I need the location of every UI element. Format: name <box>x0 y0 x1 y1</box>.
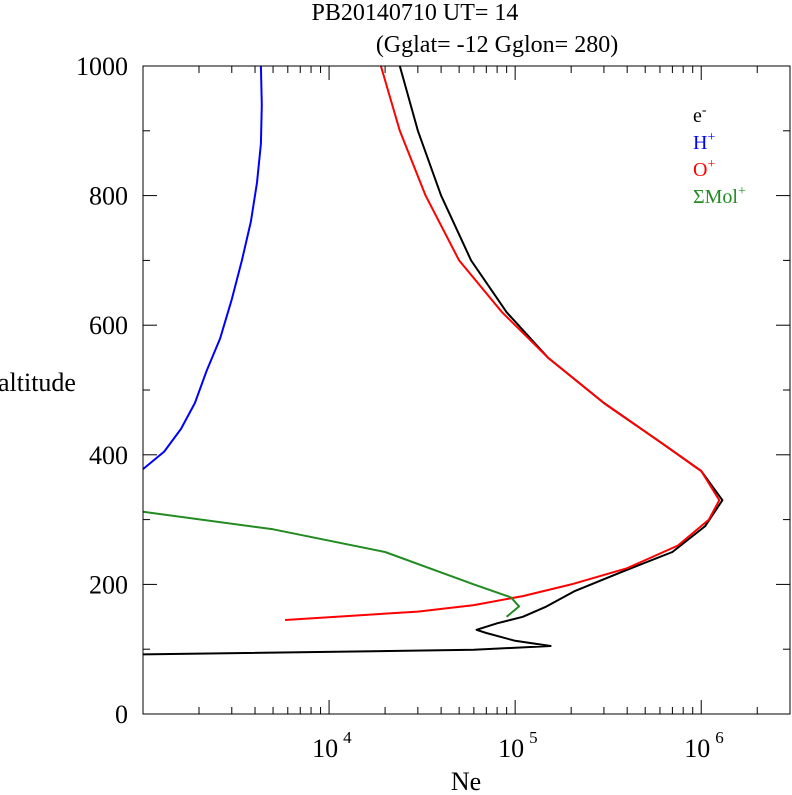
x-tick-exponent: 4 <box>343 728 352 747</box>
series-line <box>142 65 263 470</box>
y-tick-label: 200 <box>89 570 128 599</box>
y-tick-label: 0 <box>115 700 128 729</box>
y-axis-label: altitude <box>0 368 76 397</box>
legend: e- H+ O+ ΣMol+ <box>693 103 746 208</box>
y-tick-label: 600 <box>89 311 128 340</box>
series-lines <box>142 65 724 656</box>
series-line <box>142 65 724 656</box>
x-tick-label: 10 <box>498 734 524 763</box>
series-line <box>285 65 721 621</box>
x-tick-labels: 10 4 10 5 10 6 <box>312 728 724 763</box>
legend-entry: O+ <box>693 157 715 181</box>
legend-entry: e- <box>693 103 707 127</box>
plot-frame <box>142 65 791 715</box>
y-tick-labels: 0 200 400 600 800 1000 <box>76 52 128 729</box>
x-tick-exponent: 6 <box>715 728 724 747</box>
legend-entry: H+ <box>693 130 715 154</box>
y-tick-label: 800 <box>89 182 128 211</box>
x-tick-exponent: 5 <box>529 728 538 747</box>
x-tick-label: 10 <box>312 734 338 763</box>
chart-subtitle: (Gglat= -12 Gglon= 280) <box>376 32 618 58</box>
y-tick-label: 400 <box>89 441 128 470</box>
y-tick-label: 1000 <box>76 52 128 81</box>
chart-title: PB20140710 UT= 14 <box>312 0 519 26</box>
series-line <box>142 510 521 618</box>
x-axis-label: Ne <box>451 767 481 795</box>
legend-entry: ΣMol+ <box>693 184 746 208</box>
x-tick-label: 10 <box>684 734 710 763</box>
